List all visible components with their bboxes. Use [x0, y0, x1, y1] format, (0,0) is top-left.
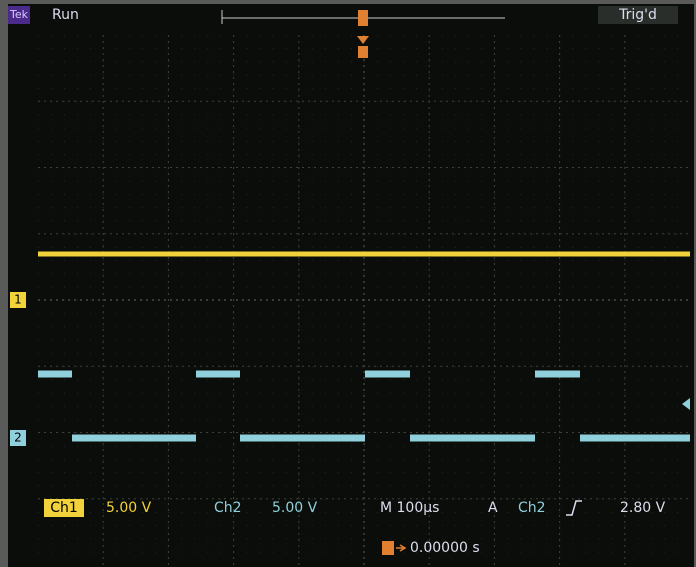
trigger-position: 0.00000 s	[410, 540, 480, 556]
brand: Tek	[9, 8, 29, 21]
timebase: M 100µs	[380, 500, 439, 516]
trigger-pos-top	[358, 10, 368, 26]
trigger-pos-icon	[382, 541, 394, 555]
ch2-marker: 2	[14, 431, 22, 445]
trigger-level: 2.80 V	[620, 500, 666, 516]
ch2-label: Ch2	[214, 500, 242, 516]
trigger-mode: A	[488, 500, 498, 516]
ch1-marker: 1	[14, 293, 22, 307]
trigger-source: Ch2	[518, 500, 546, 516]
scope-screen: Tek Run Trig'd 1 2 Ch1 5.00 V Ch2 5.00 V…	[0, 0, 696, 567]
ch1-label: Ch1	[50, 500, 78, 516]
trig-status: Trig'd	[618, 7, 657, 23]
ch2-scale: 5.00 V	[272, 500, 318, 516]
run-status: Run	[52, 7, 79, 23]
ch1-scale: 5.00 V	[106, 500, 152, 516]
